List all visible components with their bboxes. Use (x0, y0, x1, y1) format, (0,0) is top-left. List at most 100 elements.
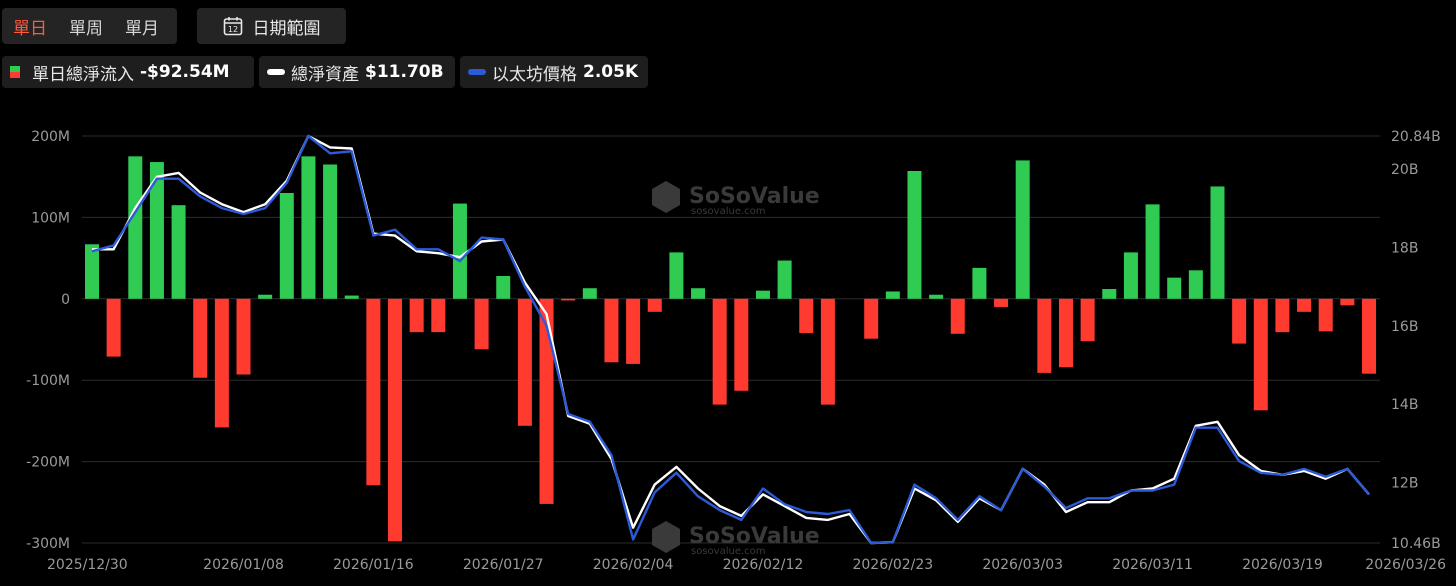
inflow-bar (972, 267, 987, 299)
x-tick-label: 2026/03/19 (1242, 557, 1323, 573)
tab-weekly[interactable]: 單周 (69, 18, 103, 39)
eth-price-line (91, 134, 1370, 545)
x-tick-label: 2026/03/26 (1365, 557, 1446, 573)
inflow-bar (323, 164, 338, 299)
inflow-bar (1318, 298, 1333, 332)
inflow-bar (1058, 298, 1073, 368)
right-tick-label: 18B (1391, 240, 1418, 256)
inflow-bar (171, 205, 186, 299)
inflow-bar (409, 298, 424, 333)
legend-assets-label: 總淨資產 (291, 64, 359, 85)
inflow-bar (1145, 204, 1160, 299)
inflow-bar (236, 298, 251, 375)
watermark: SoSoValuesosovalue.comSoSoValuesosovalue… (652, 181, 820, 557)
inflow-bar (1080, 298, 1095, 342)
period-tabs: 單日 單周 單月 (2, 8, 177, 44)
inflow-bar (1232, 298, 1247, 344)
watermark-site: sosovalue.com (691, 546, 766, 557)
inflow-bar (669, 252, 684, 299)
inflow-bar (907, 171, 922, 299)
inflow-bar (1123, 252, 1138, 299)
x-tick-label: 2026/03/11 (1112, 557, 1193, 573)
tab-monthly[interactable]: 單月 (125, 18, 159, 39)
left-tick-label: -100M (26, 373, 70, 389)
inflow-bar (1210, 186, 1225, 299)
right-tick-label: 12B (1391, 476, 1418, 492)
legend-price-value: 2.05K (583, 62, 639, 82)
inflow-bar (496, 276, 511, 299)
right-tick-label: 14B (1391, 397, 1418, 413)
inflow-bar (712, 298, 727, 405)
right-axis: 20.84B 20B 18B 16B 14B 12B 10.46B (1391, 129, 1441, 552)
inflow-bar (214, 298, 229, 428)
legend-total-assets[interactable]: 總淨資產 $11.70B (259, 56, 455, 88)
inflow-bar (777, 260, 792, 299)
right-tick-label: 20B (1391, 162, 1418, 178)
left-tick-label: 200M (31, 129, 70, 145)
inflow-bar (85, 244, 99, 299)
x-tick-label: 2026/01/08 (203, 557, 284, 573)
inflow-bar (344, 295, 359, 299)
inflow-bar (950, 298, 965, 334)
inflow-swatch-icon (10, 66, 20, 78)
x-tick-label: 2026/02/12 (723, 557, 804, 573)
left-tick-label: 0 (61, 292, 70, 308)
inflow-bar (301, 156, 316, 299)
inflow-bar (279, 192, 294, 299)
inflow-bar (1102, 289, 1117, 299)
inflow-bar (1015, 160, 1030, 299)
legend-price-label: 以太坊價格 (492, 64, 577, 85)
x-tick-label: 2026/02/23 (852, 557, 933, 573)
x-tick-label: 2025/12/30 (47, 557, 128, 573)
inflow-bar (388, 298, 403, 542)
inflow-bar (1362, 298, 1376, 374)
inflow-bar (452, 203, 467, 299)
inflow-bar (1297, 298, 1312, 312)
price-swatch-icon (468, 69, 486, 75)
x-tick-label: 2026/01/16 (333, 557, 414, 573)
inflow-bar (1253, 298, 1268, 411)
left-axis: 200M 100M 0 -100M -200M -300M (26, 129, 70, 552)
right-tick-label: 16B (1391, 319, 1418, 335)
watermark-logo-icon (652, 181, 680, 213)
tab-daily[interactable]: 單日 (13, 18, 47, 39)
inflow-bar (647, 298, 662, 312)
left-tick-label: 100M (31, 210, 70, 226)
date-range-button[interactable]: 12 日期範圍 (197, 8, 346, 44)
inflow-bar (128, 156, 143, 299)
legend-flow-label: 單日總淨流入 (32, 64, 134, 85)
inflow-bar (864, 298, 879, 339)
inflow-bars (85, 156, 1376, 542)
legend-assets-value: $11.70B (365, 62, 444, 82)
x-tick-label: 2026/03/03 (982, 557, 1063, 573)
legend-eth-price[interactable]: 以太坊價格 2.05K (460, 56, 648, 88)
watermark-logo-icon (652, 521, 680, 553)
inflow-bar (366, 298, 381, 486)
inflow-bar (885, 291, 900, 299)
legend-daily-inflow[interactable]: 單日總淨流入 -$92.54M (2, 56, 254, 88)
left-tick-label: -300M (26, 536, 70, 552)
assets-swatch-icon (267, 69, 285, 75)
calendar-icon: 12 (223, 17, 242, 36)
inflow-bar (734, 298, 749, 391)
watermark-brand: SoSoValue (689, 184, 820, 209)
inflow-bar (539, 298, 554, 504)
inflow-bar (994, 298, 1009, 307)
grid-lines (82, 135, 1380, 544)
left-tick-label: -200M (26, 455, 70, 471)
inflow-bar (626, 298, 641, 364)
inflow-bar (755, 290, 770, 299)
inflow-bar (604, 298, 619, 363)
inflow-bar (561, 298, 576, 301)
inflow-bar (820, 298, 835, 405)
x-tick-label: 2026/01/27 (463, 557, 544, 573)
right-tick-label: 20.84B (1391, 129, 1441, 145)
inflow-bar (691, 288, 706, 299)
inflow-bar (517, 298, 532, 426)
inflow-bar (193, 298, 208, 378)
inflow-bar (1275, 298, 1290, 333)
inflow-bar (149, 162, 164, 299)
watermark-brand: SoSoValue (689, 524, 820, 549)
watermark-site: sosovalue.com (691, 206, 766, 217)
